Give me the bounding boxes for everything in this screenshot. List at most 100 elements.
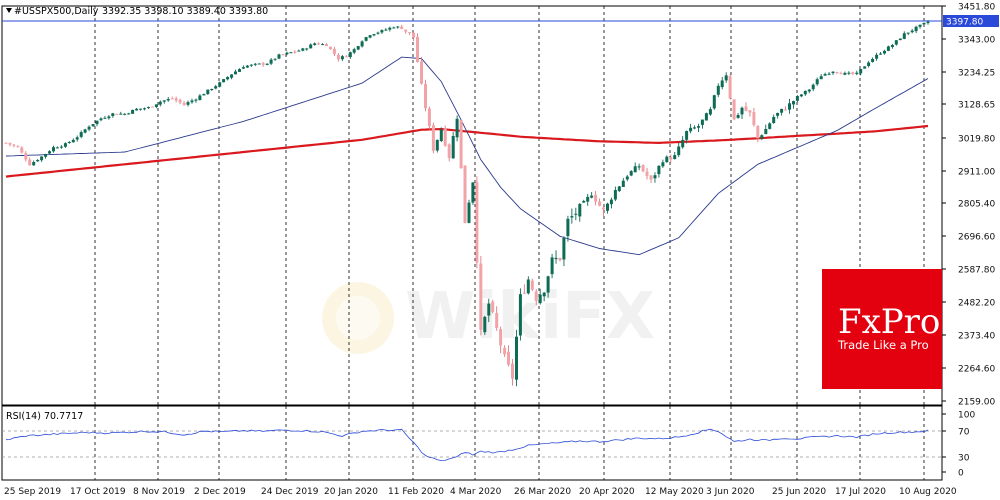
candle-body — [788, 103, 791, 110]
candle-body — [526, 279, 530, 294]
candle-body — [59, 146, 63, 148]
candle-body — [404, 29, 408, 32]
date-tick-label: 17 Oct 2019 — [70, 487, 126, 497]
candle-body — [222, 79, 226, 83]
candle-body — [590, 195, 594, 198]
candle-body — [87, 126, 91, 130]
last-price-value: 3397.80 — [946, 18, 983, 28]
date-tick-label: 10 Aug 2020 — [899, 487, 957, 497]
candle-body — [273, 58, 277, 60]
candle-body — [424, 83, 427, 109]
candle-body — [578, 203, 582, 217]
candle-body — [147, 107, 150, 109]
candle-body — [32, 162, 36, 166]
candle-body — [542, 292, 546, 297]
candle-body — [803, 90, 807, 95]
candle-body — [507, 351, 510, 365]
candle-body — [455, 118, 459, 138]
candle-body — [269, 59, 273, 64]
candle-body — [677, 146, 681, 156]
candle-body — [835, 72, 839, 73]
candle-body — [815, 79, 819, 85]
candle-body — [772, 117, 776, 123]
candle-body — [776, 113, 780, 116]
candle-body — [178, 99, 182, 103]
candle-body — [348, 52, 352, 57]
candle-body — [447, 144, 451, 159]
date-tick-label: 4 Mar 2020 — [450, 487, 502, 497]
candle-body — [388, 27, 392, 30]
candle-body — [392, 27, 396, 29]
candle-body — [218, 82, 222, 87]
candle-body — [641, 165, 645, 172]
rsi-tick-label: 70 — [958, 428, 970, 438]
ohlc-readout: 3392.35 3398.10 3389.40 3393.80 — [102, 6, 268, 17]
candle-body — [669, 157, 673, 160]
candle-body — [534, 291, 538, 302]
logo-tagline: Trade Like a Pro — [837, 338, 929, 352]
price-tick-label: 2911.00 — [958, 168, 995, 178]
candle-body — [879, 53, 882, 55]
candle-body — [839, 73, 843, 75]
candle-body — [451, 136, 455, 159]
candle-body — [289, 52, 293, 54]
candle-body — [380, 30, 384, 33]
candle-body — [52, 147, 55, 152]
candle-body — [606, 203, 609, 211]
candle-body — [4, 142, 8, 144]
candle-body — [372, 34, 376, 36]
date-tick-label: 25 Jun 2020 — [772, 487, 826, 497]
fxpro-logo: FxPro Trade Like a Pro — [822, 269, 942, 389]
candle-body — [764, 129, 768, 135]
collapse-triangle-icon[interactable] — [6, 8, 12, 13]
candle-body — [234, 71, 237, 75]
candle-body — [760, 135, 764, 139]
candle-body — [918, 24, 922, 27]
candle-body — [443, 128, 447, 146]
candle-body — [851, 72, 855, 74]
price-tick-label: 2587.80 — [958, 266, 995, 276]
candle-body — [708, 109, 712, 115]
candle-body — [617, 186, 621, 192]
candle-body — [396, 26, 400, 28]
candle-body — [566, 218, 570, 237]
candle-body — [99, 118, 103, 121]
candle-body — [724, 75, 728, 81]
candle-body — [594, 194, 598, 202]
candle-body — [582, 201, 586, 203]
candle-body — [182, 103, 186, 105]
candle-body — [704, 113, 708, 121]
price-tick-label: 3019.80 — [958, 135, 995, 145]
candle-body — [352, 49, 356, 53]
candle-body — [744, 106, 748, 111]
grid-layer — [94, 6, 925, 480]
candle-body — [285, 52, 289, 55]
candle-body — [174, 98, 178, 101]
candle-body — [673, 155, 677, 159]
candle-body — [170, 98, 174, 100]
symbol-label: #USSPX500,Daily — [14, 6, 99, 17]
date-tick-label: 24 Dec 2019 — [261, 487, 319, 497]
rsi-axis-labels: 100 70 30 0 — [942, 411, 975, 479]
candle-body — [728, 76, 732, 99]
candle-body — [732, 99, 736, 120]
candle-body — [661, 162, 665, 167]
candle-body — [855, 72, 859, 74]
candle-body — [886, 46, 890, 51]
candle-body — [253, 63, 257, 65]
candle-body — [784, 109, 787, 111]
candle-body — [48, 151, 51, 154]
price-tick-label: 3343.00 — [958, 36, 995, 46]
candle-body — [883, 50, 886, 54]
candle-body — [495, 313, 499, 328]
candle-body — [871, 59, 875, 62]
candle-body — [293, 51, 297, 53]
candle-body — [926, 21, 930, 24]
candle-body — [325, 44, 328, 47]
candle-body — [356, 46, 360, 50]
date-tick-label: 12 May 2020 — [645, 487, 704, 497]
price-tick-label: 2696.60 — [958, 233, 995, 243]
watermark-text: WikiFX — [405, 280, 655, 354]
candle-body — [44, 154, 48, 157]
